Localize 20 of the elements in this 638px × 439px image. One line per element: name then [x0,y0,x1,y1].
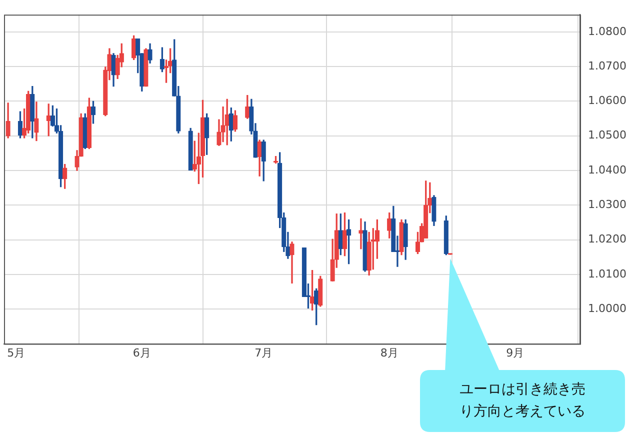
candlestick [358,218,364,250]
y-tick-label: 1.0200 [588,232,626,246]
y-tick-label: 1.0100 [588,267,626,280]
x-tick-label: 6月 [132,346,151,360]
x-tick-label: 8月 [380,346,398,360]
y-tick-label: 1.0400 [588,163,626,176]
x-tick-label: 5月 [7,346,26,360]
x-tick-label: 7月 [254,346,273,360]
y-tick-label: 1.0700 [588,59,626,72]
candlestick [6,102,10,138]
y-tick-label: 1.0500 [588,128,626,142]
y-tick-label: 1.0800 [588,24,626,38]
y-tick-label: 1.0000 [588,302,626,316]
candlestick [34,102,39,142]
annotation: ユーロは引き続き売り方向と考えている [460,382,586,420]
candlestick [290,242,294,284]
x-tick-label: 9月 [506,346,524,360]
candlestick [257,140,262,176]
y-tick-label: 1.0300 [588,198,626,212]
y-tick-label: 1.0600 [588,94,626,108]
